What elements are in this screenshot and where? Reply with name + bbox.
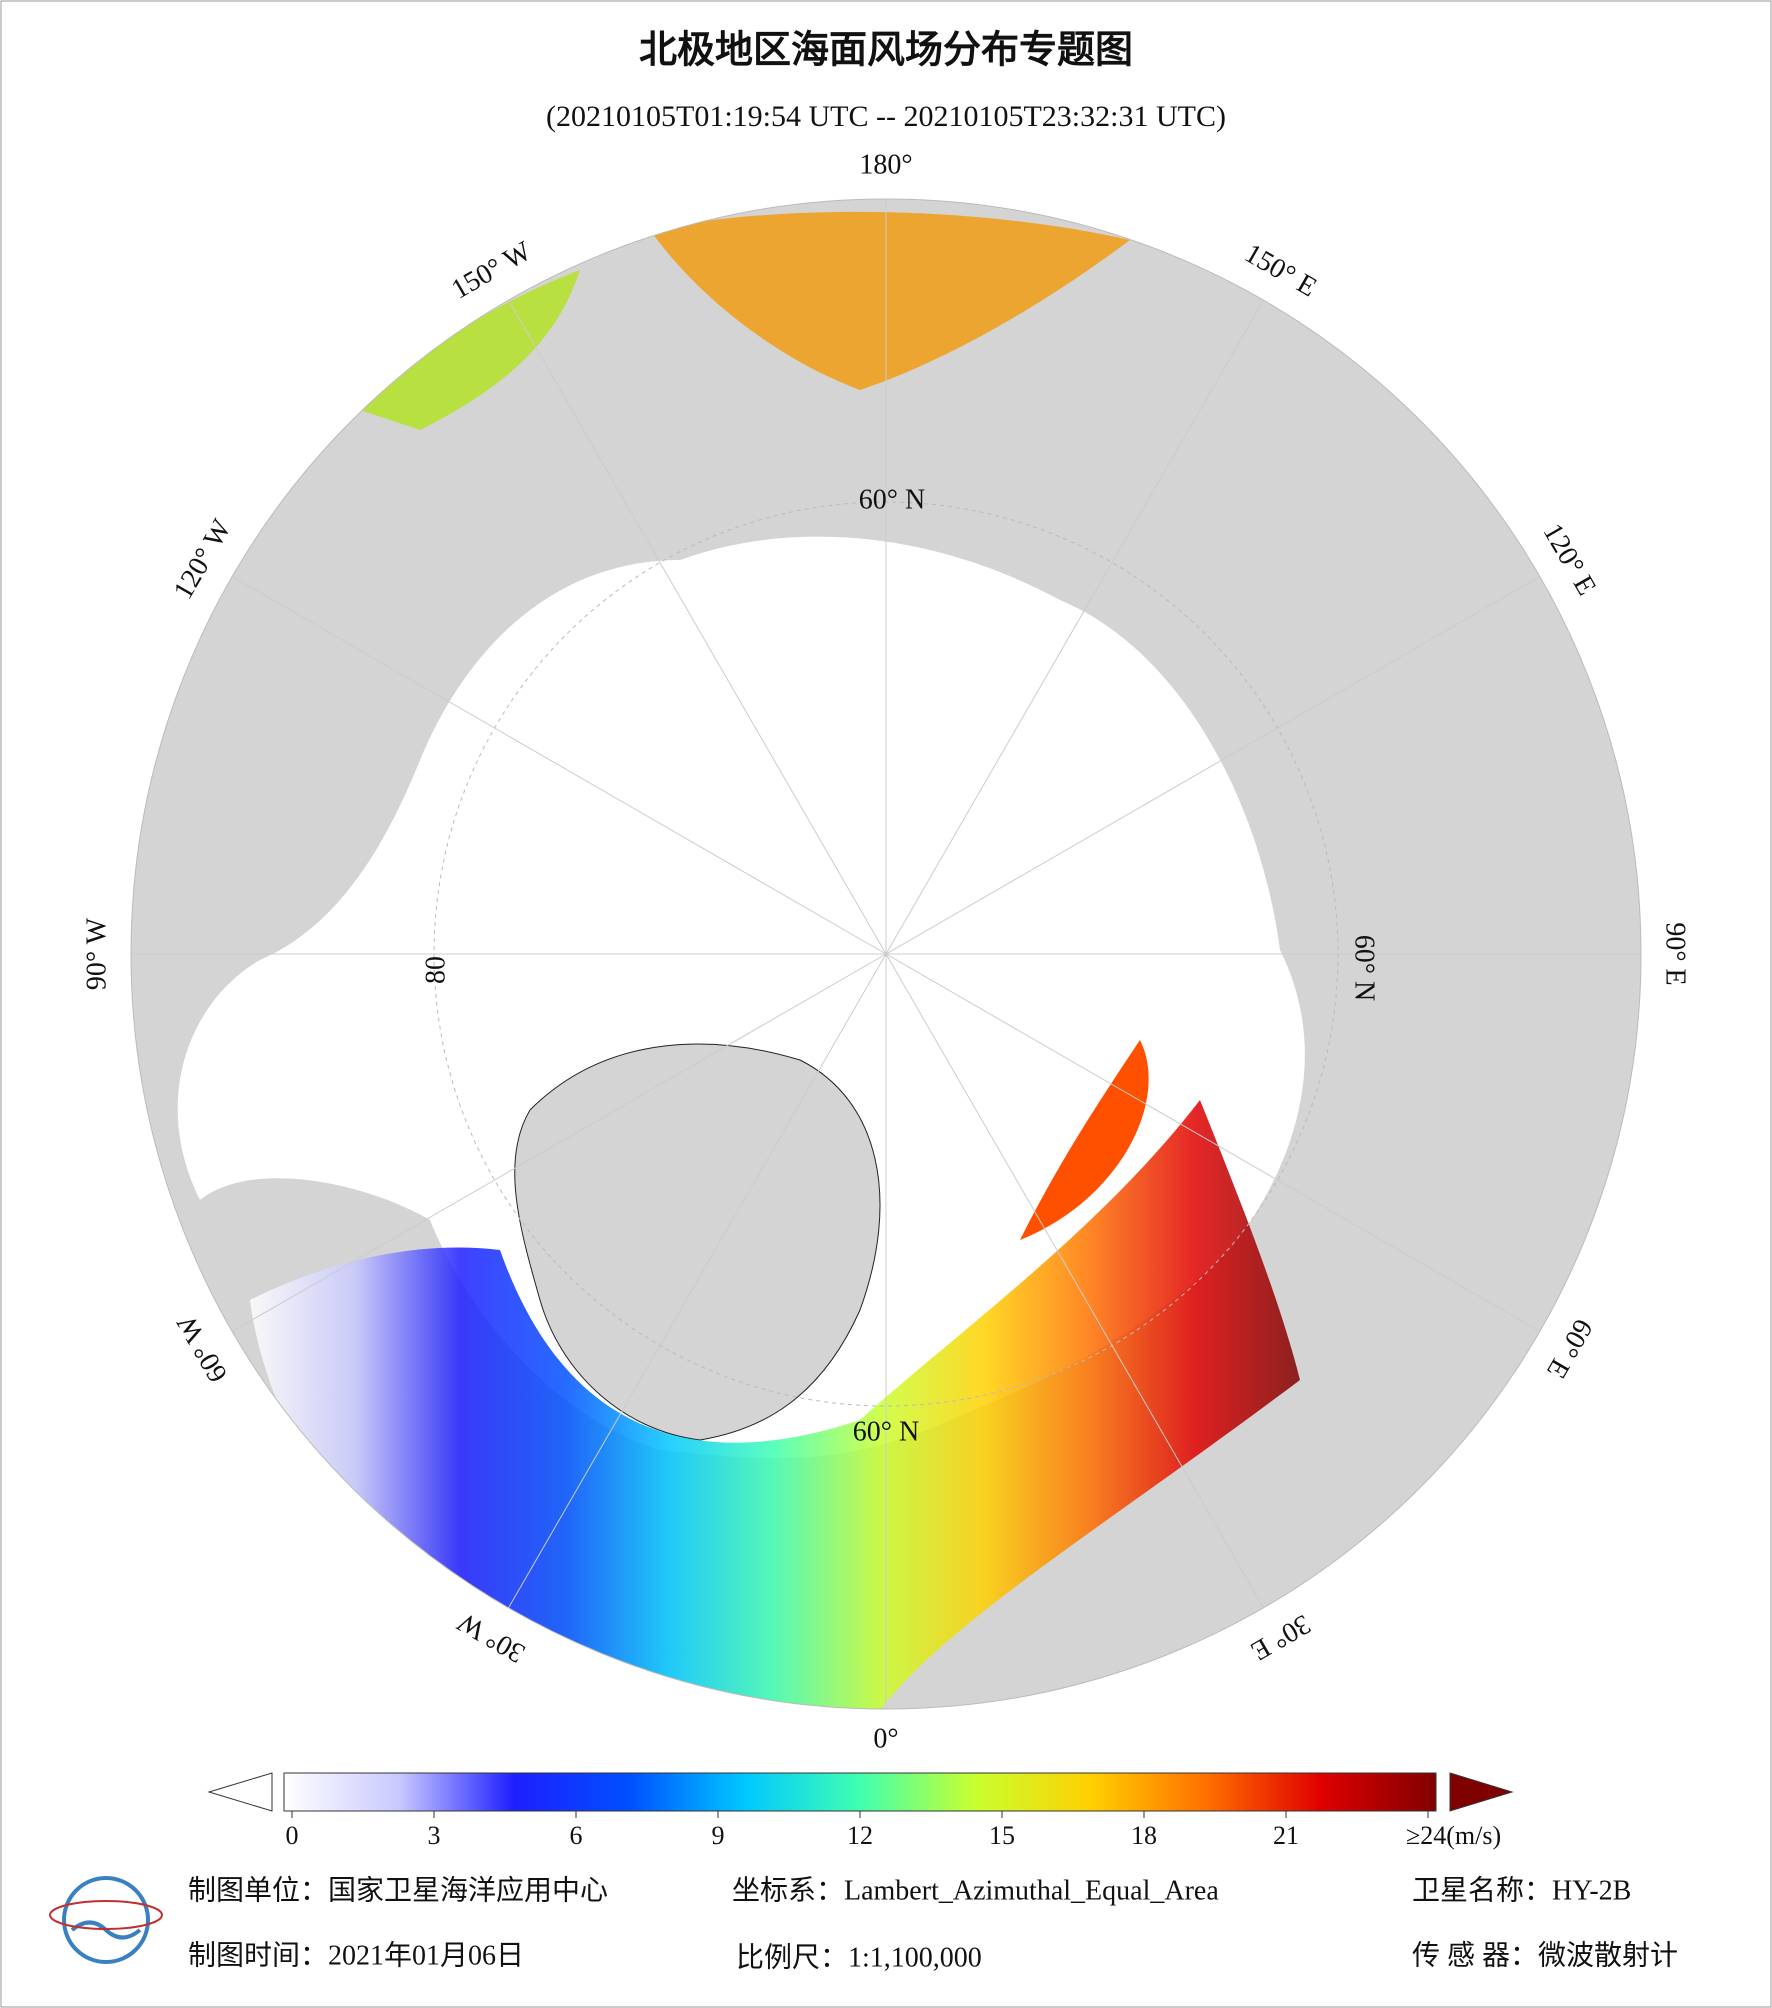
wind-field-atlantic (250, 1100, 1300, 1709)
meridian-line (885, 953, 1264, 1609)
footer-scale: 比例尺：1:1,100,000 (736, 1941, 982, 1973)
footer-unit: 制图单位：国家卫星海洋应用中心 (188, 1874, 608, 1906)
colorbar-tick-label: 0 (286, 1821, 299, 1850)
colorbar: 0 3 6 9 12 15 18 21 ≥24(m/s) (207, 1772, 1514, 1850)
meridian-line (508, 299, 887, 955)
map-border (130, 198, 1642, 1710)
parallel-label: 60° N (853, 1416, 919, 1447)
subtitle: (20210105T01:19:54 UTC -- 20210105T23:32… (546, 100, 1226, 133)
meridian-line (508, 953, 887, 1609)
meridian-line (885, 576, 1541, 955)
colorbar-body (283, 1772, 1437, 1812)
colorbar-tick-label: 21 (1273, 1821, 1299, 1850)
meridian-label: 90° W (81, 917, 112, 990)
logo-ring (62, 1876, 150, 1964)
meridian-label: 30° E (1245, 1608, 1315, 1667)
footer-crs: 坐标系：Lambert_Azimuthal_Equal_Area (732, 1874, 1219, 1906)
colorbar-tick-label: 6 (570, 1821, 583, 1850)
colorbar-over (1449, 1772, 1514, 1812)
meridian-label: 90° E (1660, 922, 1691, 985)
title: 北极地区海面风场分布专题图 (639, 30, 1133, 72)
footer-date: 制图时间：2021年01月06日 (188, 1939, 524, 1971)
colorbar-under (207, 1772, 273, 1812)
colorbar-tick-label: 3 (428, 1821, 441, 1850)
meridian-line (885, 953, 1541, 1332)
parallel-label: 80 (420, 956, 451, 984)
meridian-label: 30° W (452, 1606, 530, 1669)
colorbar-tick-label: ≥24(m/s) (1406, 1821, 1501, 1850)
parallel-label: 60° N (1349, 935, 1380, 1001)
colorbar-tick-label: 9 (712, 1821, 725, 1850)
colorbar-tick-label: 12 (847, 1821, 873, 1850)
wind-field-barents (1020, 1040, 1149, 1240)
meridian-label: 180° (859, 149, 912, 180)
footer-sensor: 传 感 器：微波散射计 (1412, 1939, 1678, 1971)
meridian-line (231, 953, 887, 1332)
logo-orbit (49, 1900, 163, 1930)
map-body (131, 199, 1641, 1709)
footer-satellite: 卫星名称：HY-2B (1412, 1874, 1631, 1906)
greenland (514, 1043, 881, 1441)
logo (49, 1876, 163, 1964)
meridian-label: 60° W (171, 1309, 234, 1387)
arctic-ocean (177, 536, 1305, 1459)
colorbar-tick-label: 18 (1131, 1821, 1157, 1850)
meridian-line (885, 299, 1264, 955)
colorbar-tick-label: 15 (989, 1821, 1015, 1850)
meridian-line (231, 576, 887, 955)
wind-field-alaska (360, 270, 580, 430)
wind-field-bering (650, 211, 1130, 390)
parallel-label: 60° N (859, 484, 925, 515)
meridian-label: 0° (873, 1723, 898, 1754)
meridian-label: 60° E (1540, 1313, 1599, 1383)
